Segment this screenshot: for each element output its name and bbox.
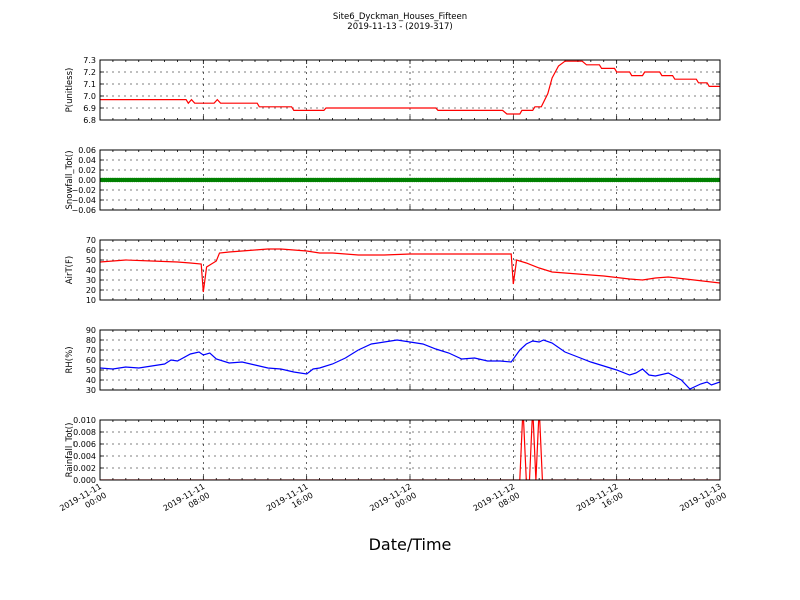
y-tick-label: 90 (86, 326, 96, 335)
y-tick-label: 0.010 (73, 416, 96, 425)
series-markers (100, 177, 720, 183)
y-axis-label: AirT(F) (65, 256, 75, 284)
y-tick-label: 0.008 (73, 428, 96, 437)
y-tick-label: 40 (86, 266, 96, 275)
y-tick-label: 0.06 (78, 146, 96, 155)
axes-frame (99, 419, 721, 481)
y-tick-label: 0.00 (78, 176, 96, 185)
y-tick-label: 0.02 (78, 166, 96, 175)
y-tick-label: 50 (86, 256, 96, 265)
y-tick-label: 0.004 (73, 452, 96, 461)
y-axis-label: Snowfall_Tot() (65, 150, 75, 209)
axes-frame (99, 59, 721, 121)
y-tick-label: 7.2 (83, 68, 96, 77)
y-tick-label: 7.3 (83, 56, 96, 65)
panel-1: 6.8 6.9 7.0 7.1 7.2 7.3 P(unitless) (65, 56, 721, 125)
y-tick-label: 0.04 (78, 156, 96, 165)
panels: 6.8 6.9 7.0 7.1 7.2 7.3 P(unitless) −0.06−0.04−… (65, 56, 721, 485)
axes-frame (99, 329, 721, 391)
axes-frame (99, 149, 721, 211)
y-tick-label: 6.9 (83, 104, 96, 113)
figure-subtitle: 2019-11-13 - (2019-317) (347, 22, 452, 32)
figure-title: Site6_Dyckman_Houses_Fifteen (333, 12, 467, 22)
y-tick-label: 80 (86, 336, 96, 345)
y-tick-label: 7.0 (83, 92, 96, 101)
series-line-P (100, 60, 720, 115)
y-tick-label: 30 (86, 276, 96, 285)
y-tick-label: 60 (86, 246, 96, 255)
y-tick-label: 0.002 (73, 464, 96, 473)
y-axis-label: P(unitless) (65, 68, 75, 113)
y-axis-label: RH(%) (65, 346, 75, 373)
y-tick-label: 40 (86, 376, 96, 385)
y-tick-label: 10 (86, 296, 96, 305)
panel-2: −0.06−0.04−0.020.000.020.040.06Snowfall_… (65, 146, 721, 215)
y-tick-label: 30 (86, 386, 96, 395)
y-tick-label: 70 (86, 236, 96, 245)
y-axis-label: Rainfall_Tot() (65, 423, 75, 478)
x-axis-label: Date/Time (369, 535, 452, 554)
y-tick-label: 0.000 (73, 476, 96, 485)
y-tick-label: 60 (86, 356, 96, 365)
y-tick-label: 50 (86, 366, 96, 375)
y-tick-label: 7.1 (83, 80, 96, 89)
y-tick-label: −0.02 (71, 186, 96, 195)
series-line-Rain (100, 420, 720, 480)
y-tick-label: 20 (86, 286, 96, 295)
y-tick-label: −0.04 (71, 196, 96, 205)
y-tick-label: −0.06 (71, 206, 96, 215)
y-tick-label: 6.8 (83, 116, 96, 125)
series-line-AirT (100, 248, 720, 293)
series-line-RH (100, 339, 720, 390)
axes-frame (99, 239, 721, 301)
y-tick-label: 70 (86, 346, 96, 355)
panel-5: 0.000 0.002 0.004 0.006 0.008 0.010Rainfall_T… (65, 416, 721, 485)
y-tick-label: 0.006 (73, 440, 96, 449)
data-point (717, 177, 720, 183)
